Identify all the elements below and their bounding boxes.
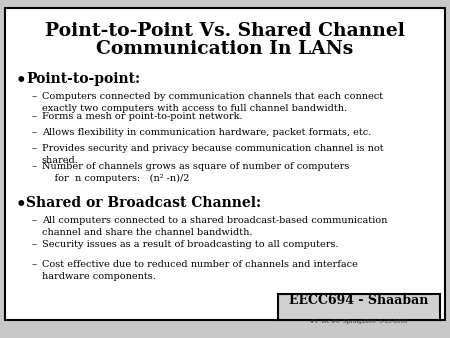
- Text: –: –: [32, 144, 37, 153]
- Text: –: –: [32, 260, 37, 269]
- Text: Cost effective due to reduced number of channels and interface
hardware componen: Cost effective due to reduced number of …: [42, 260, 358, 281]
- Text: Forms a mesh or point-to-point network.: Forms a mesh or point-to-point network.: [42, 112, 243, 121]
- Text: Point-to-point:: Point-to-point:: [26, 72, 140, 86]
- Text: –: –: [32, 240, 37, 249]
- Text: EECC694 - Shaaban: EECC694 - Shaaban: [289, 294, 429, 307]
- Text: #1  lec #6  Spring2000  3-23-2000: #1 lec #6 Spring2000 3-23-2000: [310, 319, 408, 324]
- Text: All computers connected to a shared broadcast-based communication
channel and sh: All computers connected to a shared broa…: [42, 216, 387, 237]
- Text: –: –: [32, 128, 37, 137]
- Text: •: •: [16, 196, 27, 213]
- Text: •: •: [16, 72, 27, 89]
- Bar: [278, 294, 440, 320]
- Text: Point-to-Point Vs. Shared Channel: Point-to-Point Vs. Shared Channel: [45, 22, 405, 40]
- Text: –: –: [32, 92, 37, 101]
- Text: Provides security and privacy because communication channel is not
shared.: Provides security and privacy because co…: [42, 144, 383, 165]
- Text: Shared or Broadcast Channel:: Shared or Broadcast Channel:: [26, 196, 261, 210]
- Text: –: –: [32, 112, 37, 121]
- Text: –: –: [32, 216, 37, 225]
- Text: Security issues as a result of broadcasting to all computers.: Security issues as a result of broadcast…: [42, 240, 338, 249]
- Text: Number of channels grows as square of number of computers
    for  n computers: : Number of channels grows as square of nu…: [42, 162, 349, 183]
- Text: Communication In LANs: Communication In LANs: [96, 40, 354, 58]
- Text: Allows flexibility in communication hardware, packet formats, etc.: Allows flexibility in communication hard…: [42, 128, 371, 137]
- Text: Computers connected by communication channels that each connect
exactly two comp: Computers connected by communication cha…: [42, 92, 383, 113]
- Text: –: –: [32, 162, 37, 171]
